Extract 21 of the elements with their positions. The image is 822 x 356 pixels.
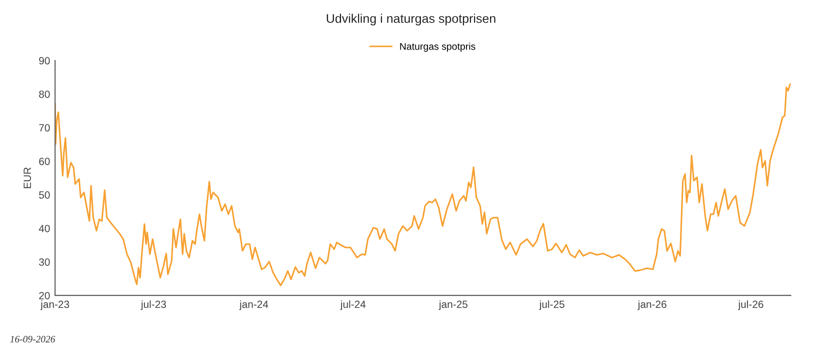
- y-tick-label: 90: [39, 57, 50, 64]
- y-tick-label: 20: [39, 292, 50, 300]
- x-tick-label: jan-24: [239, 300, 268, 310]
- line-series: [55, 83, 791, 286]
- x-tick-label: jan-25: [438, 300, 468, 310]
- chart-title: Udvikling i naturgas spotprisen: [326, 14, 496, 26]
- x-tick-label: jul-26: [738, 300, 764, 310]
- text: 16-09-2026: [10, 336, 56, 342]
- x-tick-label: jul-24: [340, 300, 366, 310]
- x-tick-label: jan-26: [638, 300, 666, 310]
- y-tick-label: 50: [39, 191, 50, 199]
- x-tick-label: jul-23: [140, 300, 166, 310]
- y-tick-label: 30: [39, 258, 50, 266]
- y-tick-label: 80: [39, 90, 50, 98]
- y-axis-title: EUR: [24, 167, 32, 188]
- y-tick-label: 40: [38, 224, 50, 232]
- legend-label: Naturgas spotpris: [400, 42, 476, 52]
- y-tick-label: 70: [39, 124, 50, 132]
- x-tick-label: jul-25: [539, 300, 564, 310]
- y-tick-label: 60: [39, 158, 50, 166]
- x-tick-label: jan-23: [40, 300, 70, 310]
